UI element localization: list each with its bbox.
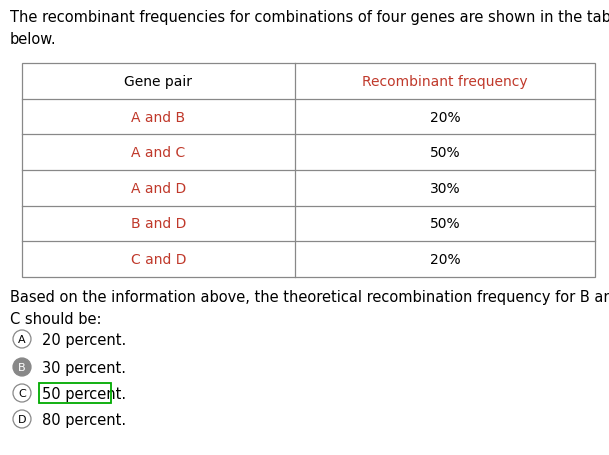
Text: 20%: 20% bbox=[430, 110, 460, 124]
Text: The recombinant frequencies for combinations of four genes are shown in the tabl: The recombinant frequencies for combinat… bbox=[10, 10, 609, 46]
Text: 30 percent.: 30 percent. bbox=[42, 360, 126, 374]
Text: Recombinant frequency: Recombinant frequency bbox=[362, 75, 528, 89]
Text: Based on the information above, the theoretical recombination frequency for B an: Based on the information above, the theo… bbox=[10, 289, 609, 326]
Bar bbox=[22, 64, 595, 278]
Text: D: D bbox=[18, 414, 26, 424]
Circle shape bbox=[13, 410, 31, 428]
Text: A and B: A and B bbox=[132, 110, 186, 124]
Text: A and C: A and C bbox=[132, 146, 186, 160]
Text: C: C bbox=[18, 388, 26, 398]
Text: Gene pair: Gene pair bbox=[124, 75, 192, 89]
Circle shape bbox=[13, 384, 31, 402]
Circle shape bbox=[13, 330, 31, 348]
Text: C and D: C and D bbox=[131, 253, 186, 267]
Text: 50 percent.: 50 percent. bbox=[42, 386, 126, 400]
Text: 50%: 50% bbox=[430, 217, 460, 231]
Text: 30%: 30% bbox=[430, 182, 460, 195]
Text: 20%: 20% bbox=[430, 253, 460, 267]
Text: 50%: 50% bbox=[430, 146, 460, 160]
Text: A: A bbox=[18, 334, 26, 344]
Text: A and D: A and D bbox=[131, 182, 186, 195]
Text: 80 percent.: 80 percent. bbox=[42, 412, 126, 427]
Text: B: B bbox=[18, 362, 26, 372]
Text: B and D: B and D bbox=[131, 217, 186, 231]
Text: 20 percent.: 20 percent. bbox=[42, 332, 126, 347]
Circle shape bbox=[13, 358, 31, 376]
